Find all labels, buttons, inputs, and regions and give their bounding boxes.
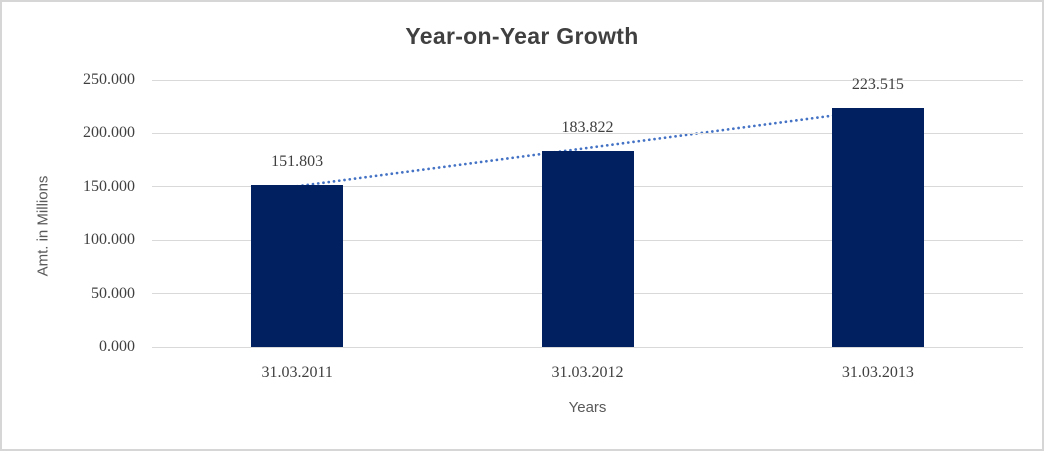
gridline xyxy=(152,132,1023,134)
bar xyxy=(251,184,344,347)
gridline xyxy=(152,346,1023,348)
y-tick-label: 200.000 xyxy=(83,124,135,142)
y-tick-label: 50.000 xyxy=(91,284,135,302)
chart-title: Year-on-Year Growth xyxy=(405,23,639,49)
x-category-label: 31.03.2011 xyxy=(261,364,333,381)
y-tick-label: 150.000 xyxy=(83,177,135,195)
x-category-label: 31.03.2013 xyxy=(841,364,914,381)
bar xyxy=(541,150,634,347)
gridline xyxy=(152,79,1023,81)
bar-value-label: 223.515 xyxy=(851,76,904,94)
y-tick-label: 0.000 xyxy=(99,338,135,355)
bar xyxy=(831,108,924,347)
x-category-label: 31.03.2012 xyxy=(551,364,624,381)
bar-value-label: 183.822 xyxy=(561,118,614,136)
x-axis-title: Years xyxy=(568,399,607,416)
bar-value-label: 151.803 xyxy=(271,152,324,170)
y-tick-label: 100.000 xyxy=(83,231,135,249)
y-tick-label: 250.000 xyxy=(83,71,135,88)
